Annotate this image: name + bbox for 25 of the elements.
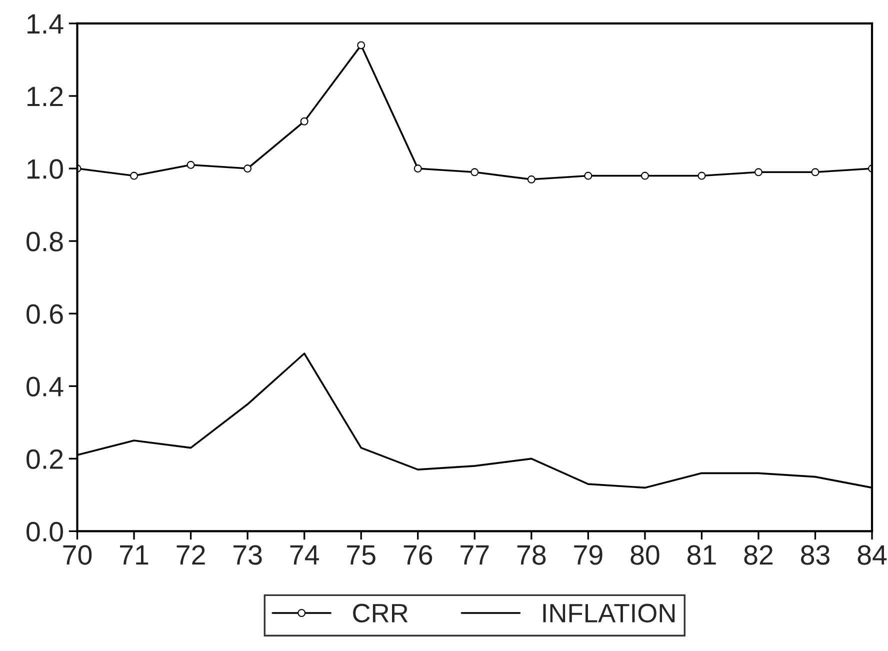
x-tick-label: 72 [176, 545, 205, 565]
legend-label: INFLATION [543, 604, 675, 622]
y-tick-label: 0.6 [26, 304, 63, 324]
legend-label: CRR [353, 604, 408, 622]
x-tick-label: 74 [290, 545, 319, 565]
y-tick-label: 1.0 [28, 159, 63, 179]
x-tick-label: 71 [120, 545, 148, 565]
x-tick-label: 82 [744, 545, 773, 565]
x-tick-label: 79 [574, 545, 602, 565]
x-tick-label: 75 [347, 545, 376, 565]
y-tick-label: 0.8 [26, 232, 63, 252]
x-tick-label: 76 [404, 545, 432, 565]
x-tick-label: 70 [63, 545, 92, 565]
x-tick-label: 73 [234, 545, 262, 565]
y-tick-label: 0.0 [26, 522, 63, 542]
x-tick-label: 80 [630, 545, 660, 565]
y-tick-label: 1.2 [28, 86, 63, 106]
x-tick-label: 83 [801, 545, 830, 565]
x-tick-label: 81 [687, 545, 716, 565]
y-tick-label: 1.4 [28, 14, 64, 34]
x-tick-label: 84 [858, 545, 887, 565]
x-tick-label: 77 [460, 545, 489, 565]
y-tick-label: 0.2 [26, 449, 63, 470]
y-tick-label: 0.4 [26, 376, 64, 396]
x-tick-label: 78 [517, 545, 546, 565]
